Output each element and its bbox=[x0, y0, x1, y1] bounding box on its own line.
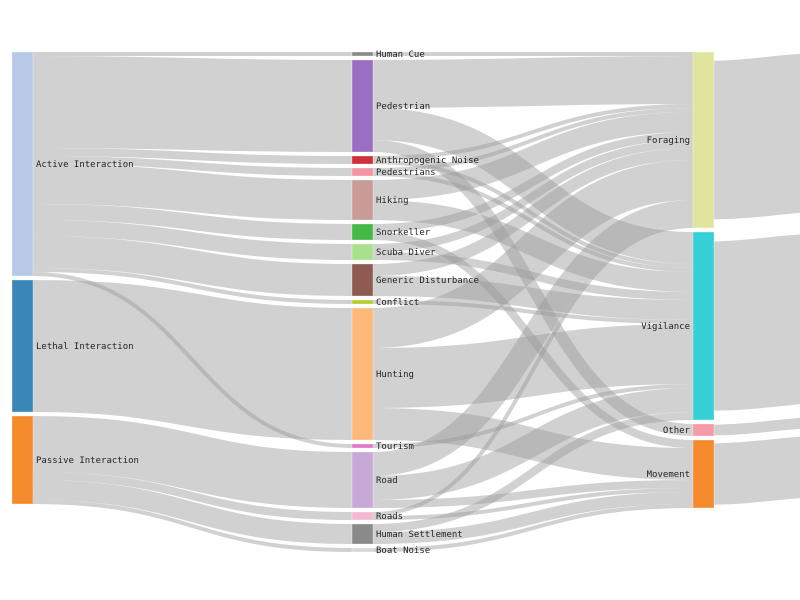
node-label-snorkeller: Snorkeller bbox=[376, 228, 431, 238]
link-boat-movement bbox=[372, 504, 694, 552]
link-lethal-hunting bbox=[32, 280, 353, 440]
node-generic[interactable] bbox=[351, 263, 374, 297]
link-settlement-movement bbox=[372, 492, 694, 544]
link-hiking-foraging bbox=[372, 112, 694, 200]
link-passive-boat bbox=[32, 500, 353, 552]
node-active[interactable] bbox=[11, 51, 34, 277]
link-pedestrians-foraging bbox=[372, 108, 694, 172]
link-passive-settlement bbox=[32, 480, 353, 544]
link-road-foraging bbox=[372, 200, 694, 476]
link-movement-outflow bbox=[713, 436, 800, 505]
link-generic-vigilance bbox=[372, 276, 694, 320]
link-active-snorkeller bbox=[32, 204, 353, 240]
link-roads-movement bbox=[372, 488, 694, 520]
link-pedestrian-foraging bbox=[372, 56, 694, 108]
node-vigilance[interactable] bbox=[692, 231, 715, 421]
node-scuba[interactable] bbox=[351, 243, 374, 261]
link-passive-road bbox=[32, 416, 353, 508]
node-hiking[interactable] bbox=[351, 179, 374, 221]
node-label-foraging: Foraging bbox=[647, 136, 690, 146]
node-settlement[interactable] bbox=[351, 523, 374, 545]
node-label-generic: Generic Disturbance bbox=[376, 276, 479, 286]
link-vigilance-outflow bbox=[712, 234, 800, 411]
link-active-pedestrians bbox=[32, 156, 353, 176]
node-label-pedestrian: Pedestrian bbox=[376, 102, 430, 112]
node-pedestrians[interactable] bbox=[351, 167, 374, 177]
link-hunting-movement bbox=[372, 408, 694, 480]
link-active-generic bbox=[32, 236, 353, 296]
node-label-road: Road bbox=[376, 476, 398, 486]
node-label-lethal: Lethal Interaction bbox=[36, 342, 134, 352]
node-pedestrian[interactable] bbox=[351, 59, 374, 153]
node-label-boat: Boat Noise bbox=[376, 546, 430, 556]
link-generic-foraging bbox=[372, 148, 694, 276]
node-label-other: Other bbox=[663, 426, 691, 436]
link-active-tourism bbox=[32, 272, 353, 448]
node-anthro_noise[interactable] bbox=[351, 155, 374, 165]
link-pedestrians-vigilance bbox=[372, 172, 694, 272]
link-passive-roads bbox=[32, 472, 353, 520]
link-active-pedestrian bbox=[32, 56, 353, 152]
link-foraging-outflow bbox=[712, 53, 800, 220]
link-conflict-vigilance bbox=[372, 300, 694, 324]
labels-layer: Active Interaction Lethal Interaction Pass… bbox=[36, 50, 691, 556]
link-scuba-vigilance bbox=[372, 252, 694, 300]
link-active-hiking bbox=[32, 164, 353, 220]
node-label-vigilance: Vigilance bbox=[641, 322, 690, 332]
link-pedestrian-vigilance bbox=[372, 108, 694, 264]
node-conflict[interactable] bbox=[351, 299, 374, 305]
node-foraging[interactable] bbox=[692, 51, 715, 229]
link-hiking-vigilance bbox=[372, 200, 694, 292]
node-label-scuba: Scuba Diver bbox=[376, 248, 436, 258]
node-other[interactable] bbox=[692, 423, 715, 437]
node-lethal[interactable] bbox=[11, 279, 34, 413]
link-tourism-vigilance bbox=[372, 384, 694, 448]
node-label-hiking: Hiking bbox=[376, 196, 409, 206]
node-movement[interactable] bbox=[692, 439, 715, 509]
link-anthro_noise-foraging bbox=[372, 104, 694, 160]
node-label-hunting: Hunting bbox=[376, 370, 414, 380]
node-passive[interactable] bbox=[11, 415, 34, 505]
link-road-movement bbox=[372, 480, 694, 508]
nodes-layer bbox=[11, 51, 715, 553]
link-hunting-foraging bbox=[372, 160, 694, 348]
link-active-scuba bbox=[32, 220, 353, 260]
node-label-passive: Passive Interaction bbox=[36, 456, 139, 466]
link-scuba-foraging bbox=[372, 140, 694, 252]
link-snorkeller-foraging bbox=[372, 132, 694, 232]
node-snorkeller[interactable] bbox=[351, 223, 374, 241]
node-label-anthro_noise: Anthropogenic Noise bbox=[376, 156, 479, 166]
link-road-vigilance bbox=[372, 388, 694, 500]
node-label-human_cue: Human Cue bbox=[376, 50, 425, 60]
link-snorkeller-movement bbox=[372, 232, 694, 448]
link-hunting-vigilance bbox=[372, 324, 694, 408]
link-pedestrian-other bbox=[372, 140, 694, 436]
link-roads-foraging bbox=[372, 224, 694, 516]
node-boat[interactable] bbox=[351, 547, 374, 553]
node-label-pedestrians: Pedestrians bbox=[376, 168, 436, 178]
node-human_cue[interactable] bbox=[351, 51, 374, 57]
node-roads[interactable] bbox=[351, 511, 374, 521]
node-label-active: Active Interaction bbox=[36, 160, 134, 170]
node-label-settlement: Human Settlement bbox=[376, 530, 463, 540]
link-active-anthro_noise bbox=[32, 148, 353, 164]
node-tourism[interactable] bbox=[351, 443, 374, 449]
link-anthro_noise-vigilance bbox=[372, 160, 694, 268]
node-label-tourism: Tourism bbox=[376, 442, 414, 452]
node-label-conflict: Conflict bbox=[376, 298, 419, 308]
node-label-roads: Roads bbox=[376, 512, 403, 522]
link-other-outflow bbox=[713, 417, 800, 436]
links-layer bbox=[32, 51, 800, 552]
link-settlement-vigilance bbox=[372, 412, 694, 532]
node-road[interactable] bbox=[351, 451, 374, 509]
node-hunting[interactable] bbox=[351, 307, 374, 441]
node-label-movement: Movement bbox=[647, 470, 690, 480]
link-active-conflict bbox=[32, 268, 353, 304]
